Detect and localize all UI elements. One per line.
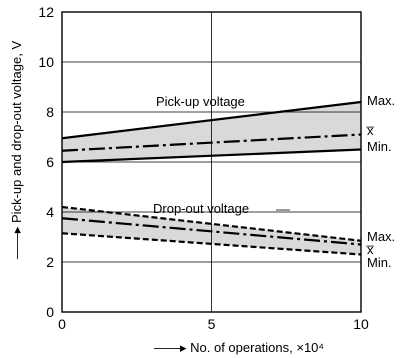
series-line-0-2 — [61, 148, 362, 164]
x-axis-label: ——▸ No. of operations, ×10⁴ — [154, 340, 324, 355]
y-tick-label: 12 — [38, 4, 54, 20]
y-tick-label: 0 — [46, 304, 54, 320]
series-line-1-0 — [61, 205, 362, 242]
series-label: x̅ — [366, 242, 374, 257]
series-line-0-0 — [61, 100, 362, 140]
y-tick-label: 10 — [38, 54, 54, 70]
series-label: Min. — [367, 255, 392, 270]
group-label: Drop-out voltage — [153, 201, 249, 216]
y-tick-label: 8 — [46, 104, 54, 120]
group-label: Pick-up voltage — [156, 94, 245, 109]
series-line-0-1 — [61, 133, 362, 152]
x-tick-label: 0 — [58, 316, 66, 332]
series-line-1-1 — [61, 217, 362, 246]
y-tick-label: 2 — [46, 254, 54, 270]
y-tick-label: 6 — [46, 154, 54, 170]
series-label: Max. — [367, 229, 395, 244]
y-axis-label: ——▸ Pick-up and drop-out voltage, V — [9, 41, 24, 260]
series-line-1-2 — [61, 232, 362, 256]
series-label: Min. — [367, 139, 392, 154]
x-tick-label: 10 — [353, 316, 369, 332]
x-tick-label: 5 — [208, 316, 216, 332]
series-label: Max. — [367, 93, 395, 108]
y-tick-label: 4 — [46, 204, 54, 220]
series-label: x̅ — [366, 123, 374, 138]
